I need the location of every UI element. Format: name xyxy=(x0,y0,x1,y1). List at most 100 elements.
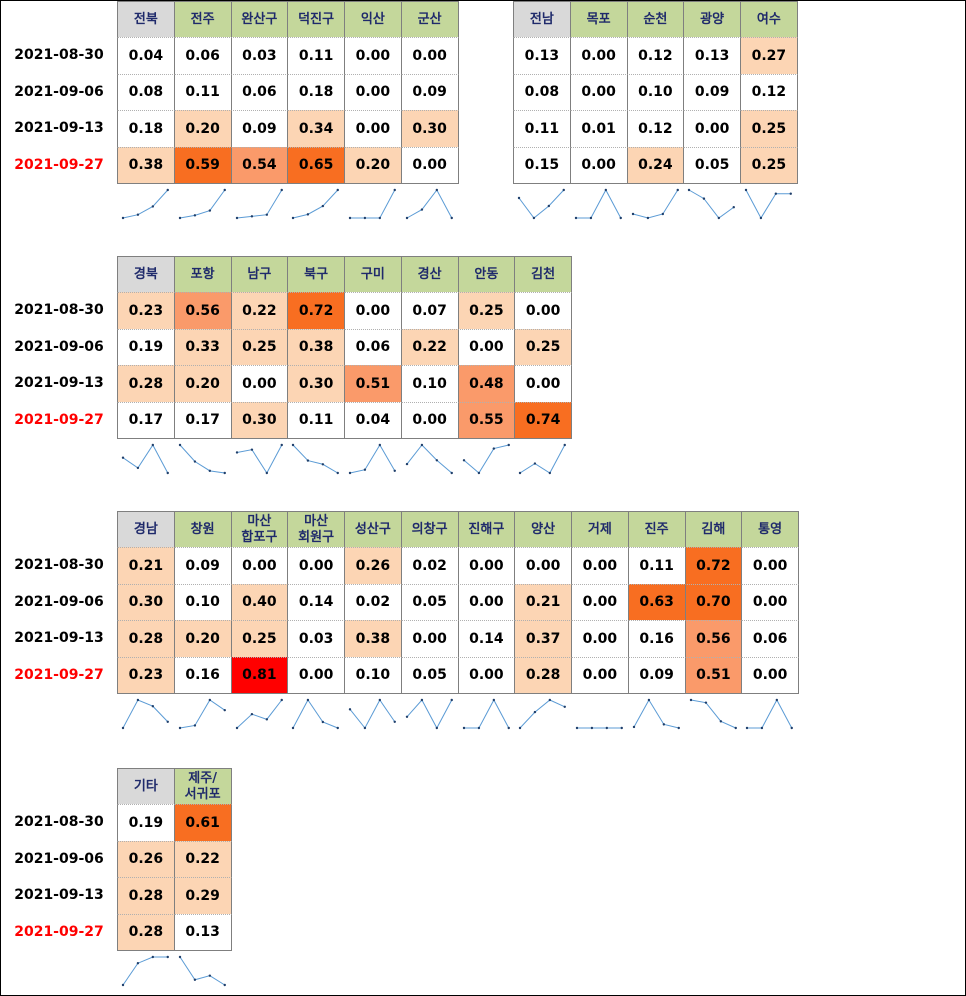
table-cell: 0.12 xyxy=(626,110,685,148)
row-label-date: 2021-09-13 xyxy=(14,120,104,137)
table-cell: 0.25 xyxy=(514,328,572,366)
table-cell: 0.23 xyxy=(117,292,175,330)
column-header: 마산 합포구 xyxy=(230,511,289,548)
sparkline-point xyxy=(193,460,196,463)
sparkline-point xyxy=(166,188,169,192)
column-header: 완산구 xyxy=(230,1,289,38)
sparkline-point xyxy=(250,215,253,218)
sparkline-point xyxy=(223,708,226,712)
sparkline-point xyxy=(336,188,340,192)
sparkline-series xyxy=(463,444,509,474)
table-cell: 0.10 xyxy=(626,73,685,111)
row-label-date: 2021-08-30 xyxy=(14,302,104,319)
table-cell: 0.24 xyxy=(626,146,685,184)
sparkline-point xyxy=(574,216,577,220)
sparkline-point xyxy=(492,698,495,702)
sparkline xyxy=(688,188,736,220)
sparkline-point xyxy=(292,443,295,447)
table-cell: 0.74 xyxy=(514,401,572,439)
table-cell: 0.00 xyxy=(287,656,345,694)
table-cell: 0.09 xyxy=(627,656,686,694)
table-cell: 0.23 xyxy=(117,656,175,694)
table-cell: 0.18 xyxy=(287,73,345,111)
table-cell: 0.03 xyxy=(287,620,345,658)
table-cell: 0.11 xyxy=(513,110,571,148)
table-cell: 0.55 xyxy=(457,401,516,439)
sparkline-series xyxy=(236,189,282,219)
sparkline-point xyxy=(136,213,140,216)
sparkline xyxy=(178,443,226,475)
table-cell: 0.18 xyxy=(117,110,175,148)
sparkline-point xyxy=(689,698,692,702)
sparkline-point xyxy=(178,216,181,220)
column-header: 기타 xyxy=(117,768,175,805)
table-cell: 0.14 xyxy=(287,583,345,621)
sparkline-point xyxy=(193,724,196,727)
sparkline-point xyxy=(136,466,140,470)
sparkline-point xyxy=(166,955,169,959)
sparkline-series xyxy=(179,444,225,474)
sparkline xyxy=(631,188,679,220)
row-label-date: 2021-09-06 xyxy=(14,593,104,610)
table-cell: 0.20 xyxy=(173,110,232,148)
sparkline-point xyxy=(321,463,325,466)
table-cell: 0.00 xyxy=(569,73,628,111)
table-cell: 0.00 xyxy=(344,292,402,330)
sparkline-series xyxy=(179,956,225,986)
column-header: 통영 xyxy=(741,511,799,548)
sparkline-point xyxy=(321,720,325,724)
sparkline-point xyxy=(265,718,268,721)
table-cell: 0.04 xyxy=(117,37,175,75)
sparkline-point xyxy=(280,188,283,192)
sparkline-series xyxy=(236,444,282,474)
sparkline xyxy=(744,188,792,220)
column-header: 경북 xyxy=(117,256,175,293)
row-label-date: 2021-09-06 xyxy=(14,83,104,100)
table-cell: 0.11 xyxy=(287,401,345,439)
column-header: 안동 xyxy=(457,256,516,293)
sparkline-point xyxy=(676,188,679,192)
sparkline-series xyxy=(633,699,679,729)
table-cell: 0.37 xyxy=(514,620,572,658)
sparkline-series xyxy=(406,699,452,730)
sparkline-point xyxy=(121,456,125,459)
sparkline-point xyxy=(562,188,565,192)
sparkline-point xyxy=(547,204,551,208)
table-cell: 0.08 xyxy=(513,73,571,111)
sparkline xyxy=(121,698,169,730)
table-cell: 0.11 xyxy=(173,73,232,111)
table-cell: 0.12 xyxy=(740,73,798,111)
table-cell: 0.16 xyxy=(173,656,232,694)
table-cell: 0.00 xyxy=(344,37,402,75)
column-header: 마산 회원구 xyxy=(287,511,345,548)
sparkline-point xyxy=(744,188,748,192)
sparkline-series xyxy=(293,189,339,219)
sparkline-point xyxy=(492,447,495,450)
sparkline-point xyxy=(306,213,310,216)
sparkline xyxy=(405,443,453,475)
sparkline-point xyxy=(517,196,521,200)
column-header: 김해 xyxy=(684,511,743,548)
sparkline-series xyxy=(349,444,396,474)
table-cell: 0.00 xyxy=(569,37,628,75)
sparkline-point xyxy=(378,216,382,220)
sparkline-point xyxy=(208,974,211,977)
sparkline-point xyxy=(775,698,779,702)
sparkline-series xyxy=(632,189,678,219)
sparkline-point xyxy=(363,216,367,220)
table-cell: 0.00 xyxy=(400,620,459,658)
table-cell: 0.01 xyxy=(569,110,628,148)
sparkline-point xyxy=(548,471,552,475)
row-label-date: 2021-09-13 xyxy=(14,887,104,904)
table-cell: 0.11 xyxy=(287,37,345,75)
sparkline xyxy=(292,188,340,220)
column-header: 진주 xyxy=(627,511,686,548)
column-header: 남구 xyxy=(230,256,289,293)
sparkline-point xyxy=(548,698,552,702)
column-header: 제주/ 서귀포 xyxy=(173,768,232,805)
sparkline-point xyxy=(393,469,396,473)
sparkline-series xyxy=(292,699,339,729)
sparkline xyxy=(178,698,226,730)
table-cell: 0.72 xyxy=(287,292,345,330)
sparkline-point xyxy=(292,216,295,220)
